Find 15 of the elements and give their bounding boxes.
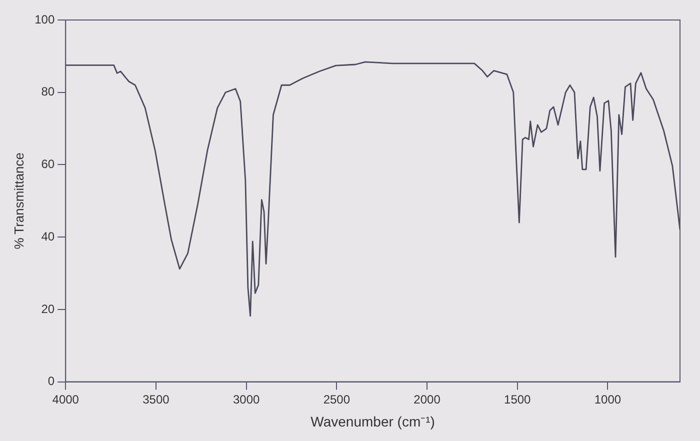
x-tick-label: 3000 — [232, 392, 260, 406]
x-tick-label: 2000 — [414, 392, 441, 406]
y-tick-label: 60 — [41, 157, 55, 172]
y-tick-label: 40 — [41, 229, 55, 244]
y-tick-label: 100 — [34, 12, 55, 26]
y-tick-label: 0 — [48, 374, 55, 388]
y-axis-title: % Transmittance — [11, 152, 26, 250]
y-tick-label: 20 — [41, 302, 55, 316]
x-tick-label: 3500 — [142, 392, 170, 406]
x-tick-label: 1500 — [504, 392, 532, 406]
x-axis-title: Wavenumber (cm⁻¹) — [310, 413, 435, 430]
x-tick-label: 2500 — [323, 392, 350, 406]
x-tick-label: 4000 — [52, 392, 80, 406]
x-tick-label: 1000 — [594, 392, 622, 406]
y-tick-label: 80 — [41, 84, 55, 99]
